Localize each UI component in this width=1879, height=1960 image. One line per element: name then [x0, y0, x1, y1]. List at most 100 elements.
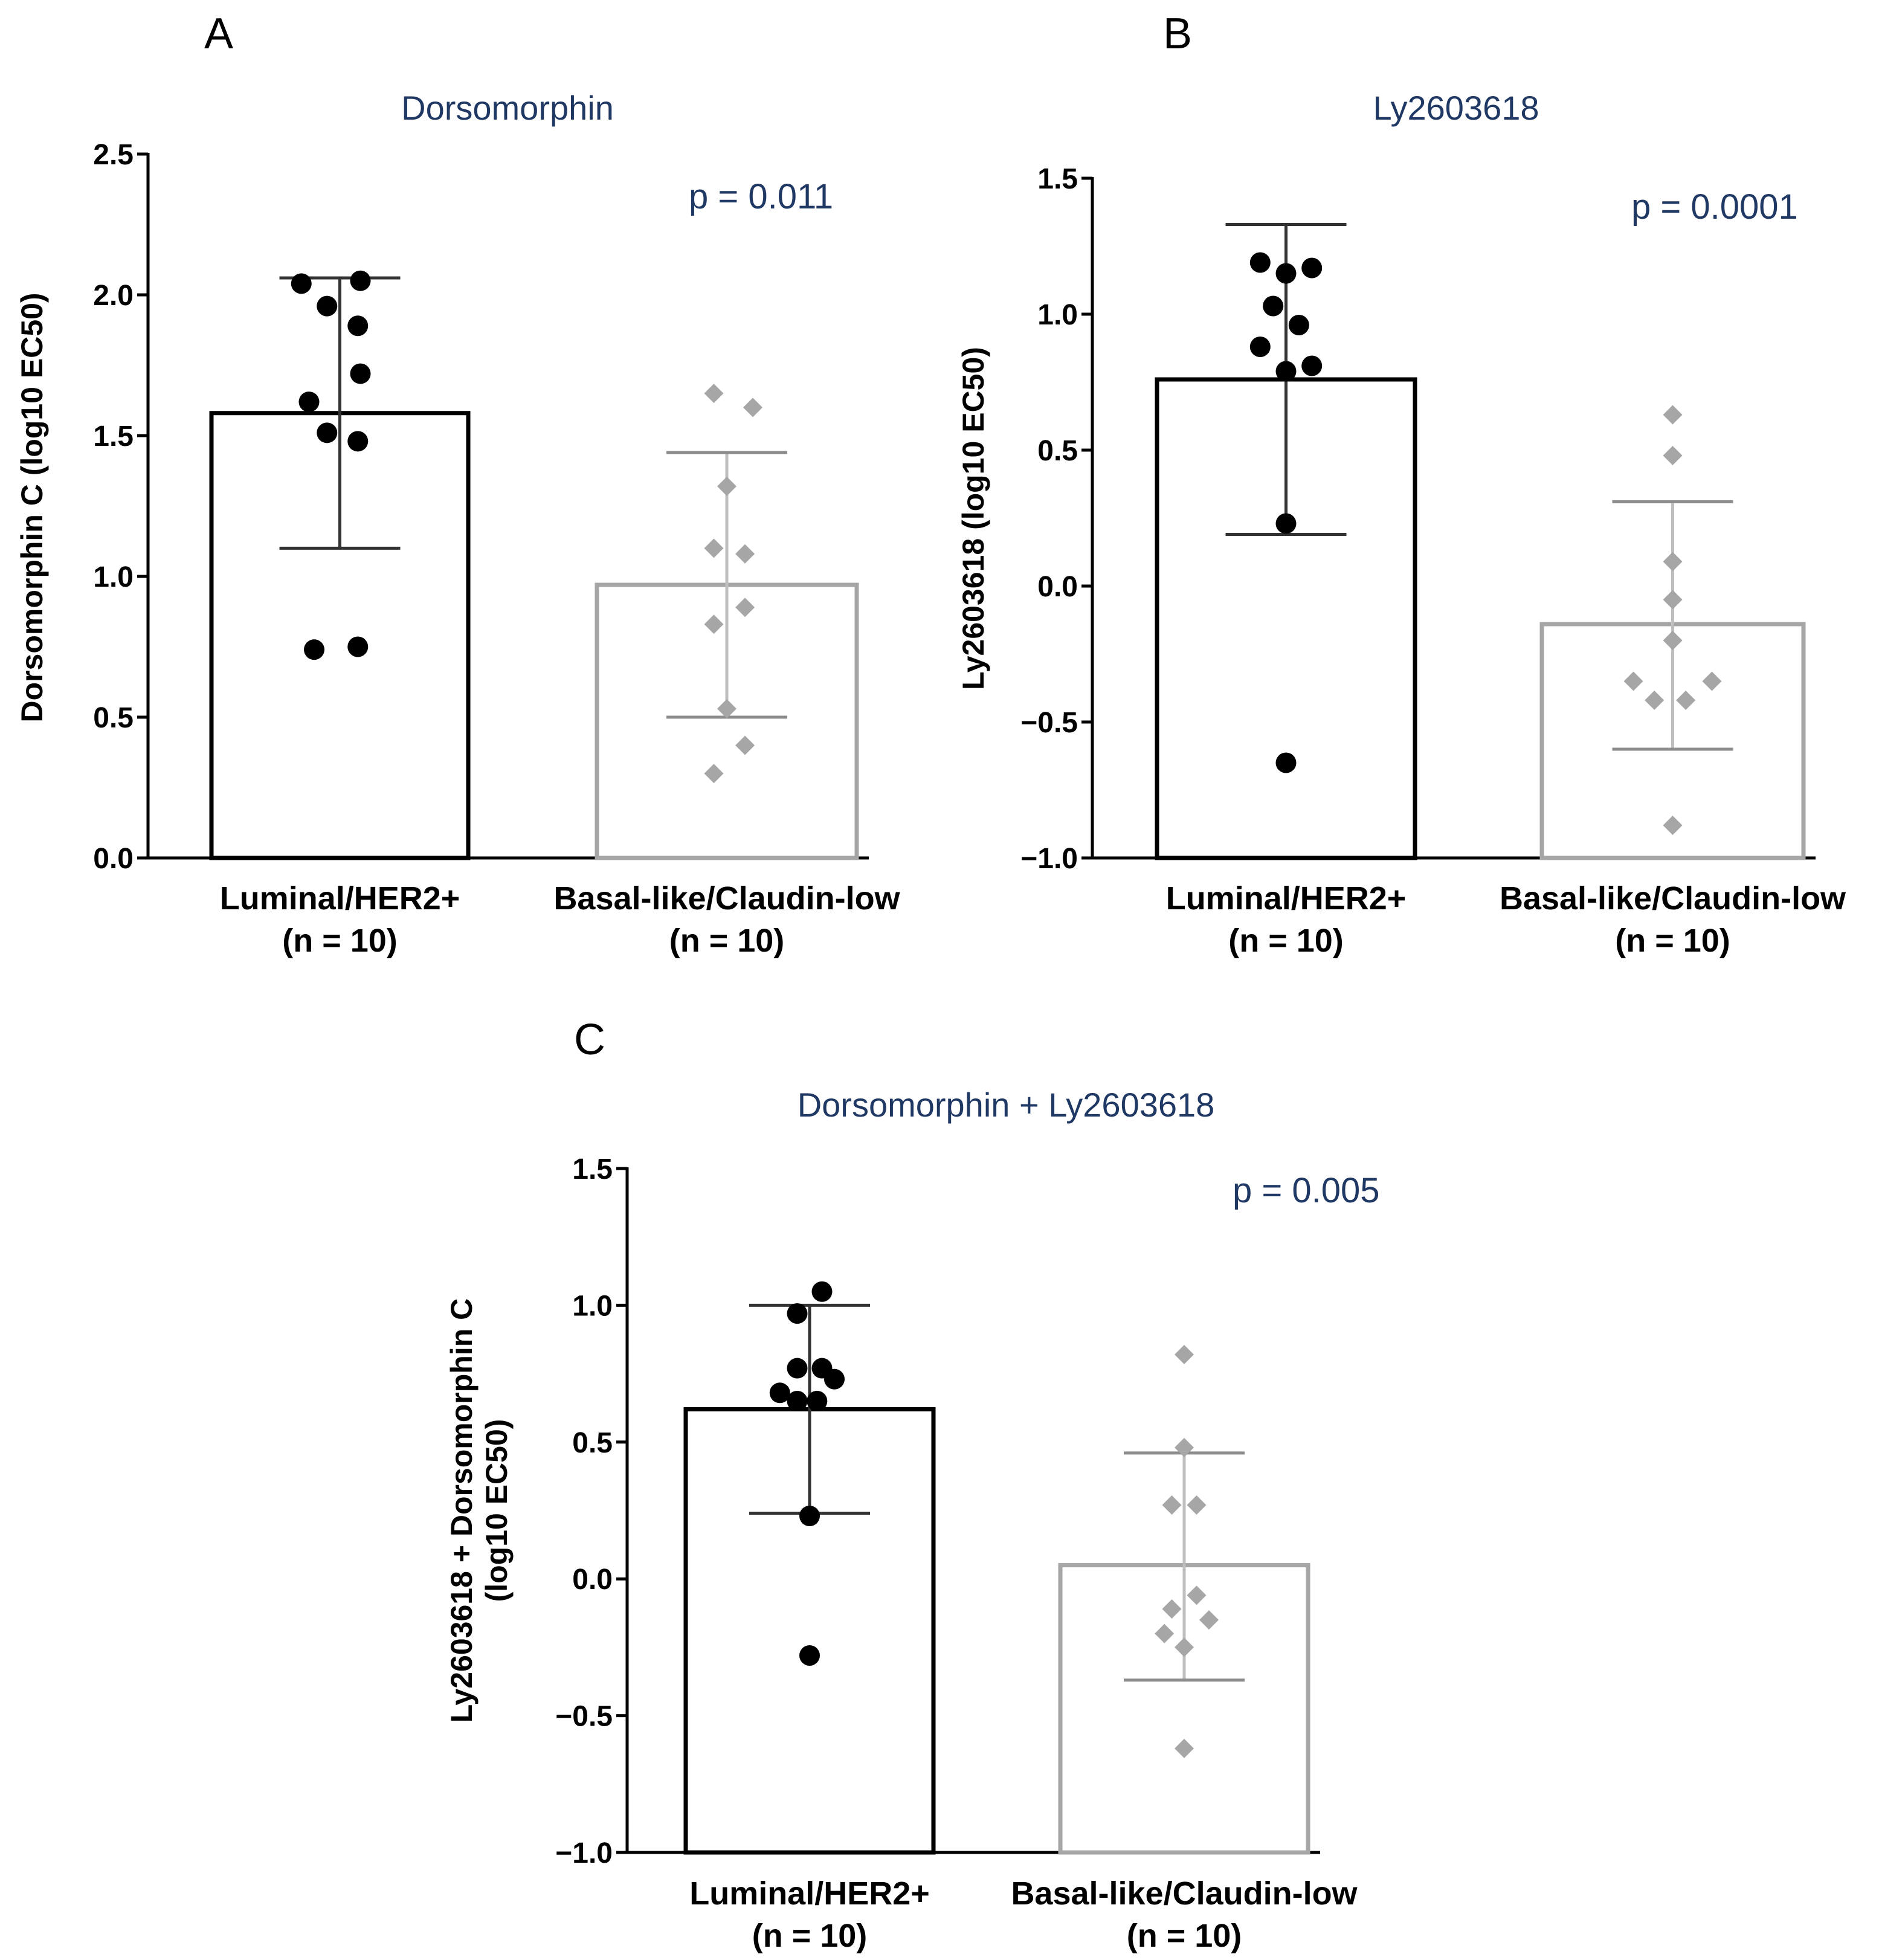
x-category-label: Luminal/HER2+ [220, 880, 460, 917]
data-point [1663, 446, 1683, 465]
data-point [1175, 1437, 1194, 1457]
data-point [1275, 263, 1297, 284]
x-category-label: Basal-like/Claudin-low [1011, 1875, 1358, 1912]
y-axis-label: Ly2603618 (log10 EC50) [956, 347, 990, 690]
panel-letter: B [1163, 10, 1192, 58]
data-point [298, 392, 320, 413]
y-tick-label: 1.5 [1037, 163, 1078, 195]
data-point [704, 764, 724, 784]
p-value-label: p = 0.011 [689, 177, 833, 216]
y-tick-label: 2.5 [93, 139, 134, 171]
x-category-n-label: (n = 10) [1615, 923, 1730, 959]
data-point [1301, 355, 1323, 376]
data-point [350, 270, 371, 291]
x-category-n-label: (n = 10) [1228, 923, 1344, 959]
data-point [1249, 252, 1271, 273]
data-point [1288, 315, 1309, 335]
data-point [787, 1390, 808, 1411]
data-point [347, 431, 369, 452]
y-tick-label: −0.5 [555, 1701, 613, 1733]
data-point [347, 315, 369, 337]
y-tick-label: −1.0 [555, 1837, 613, 1869]
data-point [1199, 1610, 1219, 1630]
data-point [1155, 1623, 1175, 1643]
y-tick-label: 0.5 [93, 702, 134, 734]
data-point [1663, 631, 1683, 650]
data-point [317, 422, 338, 443]
data-point [1249, 337, 1271, 357]
y-axis-label: Dorsomorphin C (log10 EC50) [15, 292, 49, 722]
data-point [1175, 1344, 1194, 1364]
data-point [735, 598, 755, 617]
data-point [807, 1390, 828, 1411]
chart-panel-c: C Dorsomorphin + Ly2603618 p = 0.005 −1.0 −0… [445, 1016, 1380, 1954]
data-point [1663, 552, 1683, 572]
y-tick-label: −1.0 [1020, 843, 1078, 875]
chart-panel-b: B Ly2603618 p = 0.0001 −1.0 −0.5 0.0 0.5 1.0 1.5… [956, 10, 1846, 959]
y-tick-label: −0.5 [1020, 707, 1078, 739]
panel-letter: A [204, 10, 233, 58]
data-point [743, 398, 762, 417]
chart-title: Ly2603618 [1373, 89, 1539, 127]
data-point [291, 273, 312, 294]
x-category-label: Basal-like/Claudin-low [1500, 880, 1846, 917]
data-point [350, 363, 371, 384]
data-point [1623, 671, 1643, 691]
data-point [735, 735, 755, 755]
chart-title: Dorsomorphin + Ly2603618 [798, 1086, 1215, 1124]
p-value-label: p = 0.0001 [1631, 187, 1798, 227]
data-point [1187, 1495, 1207, 1515]
data-point [1663, 405, 1683, 425]
x-category-label: Luminal/HER2+ [1166, 880, 1407, 917]
data-point [769, 1382, 790, 1404]
data-point [1263, 295, 1284, 317]
chart-title: Dorsomorphin [401, 89, 614, 127]
data-point [304, 639, 324, 660]
data-point [824, 1368, 845, 1390]
y-axis-label: (log10 EC50) [480, 1419, 514, 1602]
data-point [799, 1645, 820, 1666]
y-tick-label: 0.5 [572, 1427, 613, 1459]
y-tick-label: 1.0 [93, 561, 134, 593]
data-point [1663, 816, 1683, 835]
data-point [1175, 1637, 1194, 1657]
data-point [317, 295, 338, 317]
data-point [787, 1303, 808, 1324]
data-point [704, 384, 724, 404]
data-point [787, 1358, 808, 1379]
y-tick-label: 2.0 [93, 280, 134, 312]
y-tick-label: 1.0 [1037, 299, 1078, 331]
data-point [735, 544, 755, 564]
data-point [1275, 752, 1297, 773]
data-point [1645, 691, 1665, 710]
data-point [1663, 590, 1683, 610]
data-point [717, 699, 736, 719]
x-category-n-label: (n = 10) [1127, 1918, 1242, 1954]
x-category-label: Basal-like/Claudin-low [553, 880, 900, 917]
data-point [811, 1281, 833, 1302]
data-point [1676, 691, 1696, 710]
y-tick-label: 1.5 [572, 1153, 613, 1185]
data-point [347, 636, 369, 657]
x-category-label: Luminal/HER2+ [689, 1875, 930, 1912]
y-tick-label: 1.5 [93, 421, 134, 453]
y-tick-label: 0.5 [1037, 435, 1078, 467]
data-point [704, 538, 724, 558]
data-point [1162, 1599, 1182, 1619]
y-tick-label: 0.0 [572, 1564, 613, 1596]
data-point [1275, 513, 1297, 534]
panel-letter: C [574, 1016, 605, 1064]
data-point [1175, 1738, 1194, 1758]
chart-panel-a: A Dorsomorphin p = 0.011 0.0 0.5 1.0 1.5 2.0 2.5… [15, 10, 901, 959]
p-value-label: p = 0.005 [1233, 1171, 1380, 1210]
data-point [717, 476, 736, 496]
x-category-n-label: (n = 10) [669, 923, 785, 959]
y-tick-label: 0.0 [1037, 571, 1078, 603]
x-category-n-label: (n = 10) [282, 923, 398, 959]
x-category-n-label: (n = 10) [752, 1918, 868, 1954]
y-tick-label: 0.0 [93, 843, 134, 875]
data-point [1275, 361, 1297, 382]
data-point [1301, 257, 1323, 279]
y-tick-label: 1.0 [572, 1290, 613, 1322]
